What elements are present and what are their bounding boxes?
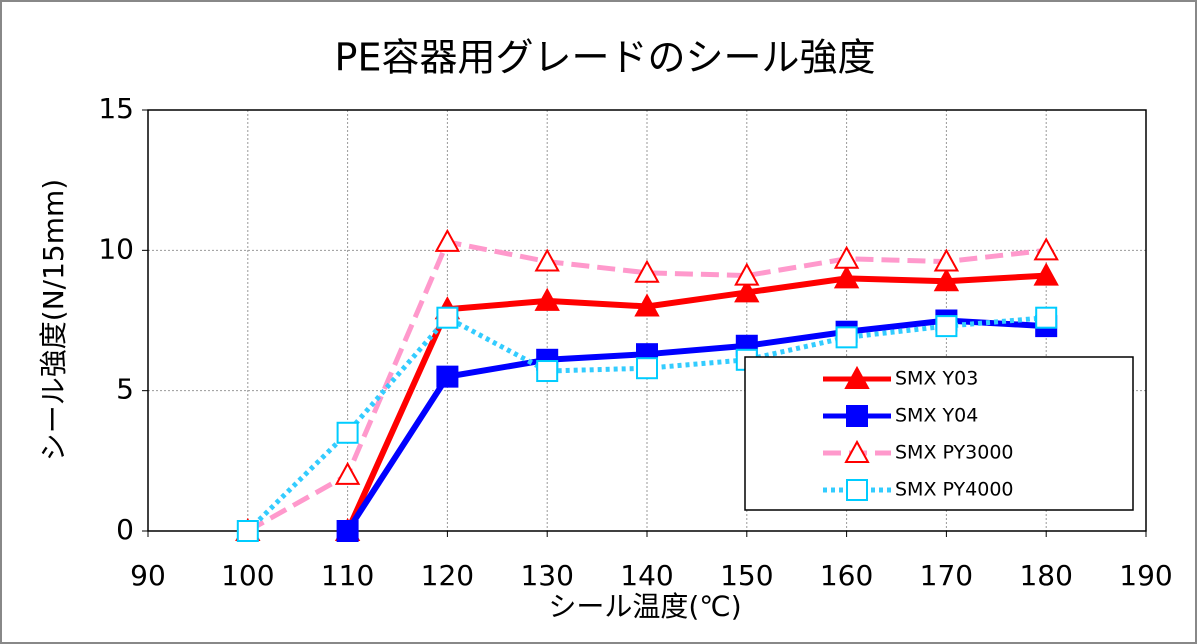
plot-frame (147, 109, 1147, 532)
data-point (935, 315, 958, 338)
series-line (344, 272, 1047, 533)
data-point (336, 421, 359, 444)
data-point (833, 245, 860, 269)
data-point (835, 326, 858, 349)
x-tick-label: 190 (1119, 559, 1172, 592)
legend-label: SMX PY4000 (895, 479, 1014, 501)
data-point (534, 248, 560, 272)
data-point (734, 262, 760, 286)
y-tick-label: 0 (116, 513, 134, 546)
series-line (345, 317, 1047, 533)
data-point (833, 265, 860, 289)
x-tick-label: 160 (820, 559, 873, 592)
series-line (246, 239, 1047, 534)
x-axis-label: シール温度(℃) (548, 590, 741, 623)
data-point (1033, 262, 1059, 286)
data-point (436, 365, 459, 388)
x-tick-label: 110 (321, 559, 374, 592)
x-tick-label: 170 (920, 559, 973, 592)
x-tick-label: 130 (520, 559, 573, 592)
chart-title: PE容器用グレードのシール強度 (335, 36, 876, 80)
data-point (534, 287, 560, 311)
y-tick-label: 15 (98, 92, 134, 125)
x-tick-label: 180 (1019, 559, 1072, 592)
x-tick-label: 140 (620, 559, 673, 592)
data-point (434, 228, 461, 252)
x-tick-label: 90 (130, 559, 166, 592)
data-point (734, 279, 760, 303)
legend: SMX Y03 SMX Y04 SMX PY3000 SMX PY4000 (744, 356, 1134, 511)
y-tick-label: 5 (116, 373, 134, 406)
x-tick-label: 100 (221, 559, 274, 592)
x-tick-label: 150 (720, 559, 773, 592)
y-tick-label: 10 (98, 232, 134, 265)
data-point (636, 357, 658, 380)
legend-marker (844, 365, 870, 389)
legend-marker (846, 405, 868, 427)
legend-label: SMX Y03 (895, 368, 978, 390)
data-point (334, 461, 361, 485)
data-point (1033, 237, 1059, 261)
data-point (536, 360, 559, 383)
legend-marker (846, 479, 868, 501)
data-point (436, 306, 459, 329)
legend-marker (844, 439, 870, 463)
data-point (336, 520, 359, 542)
data-point (933, 268, 960, 292)
legend-label: SMX PY3000 (895, 442, 1014, 464)
x-tick-label: 120 (421, 559, 474, 592)
legend-box (744, 356, 1134, 511)
legend-label: SMX Y04 (895, 405, 978, 427)
data-point (1035, 306, 1058, 329)
data-point (634, 259, 660, 283)
y-axis-label: シール強度(N/15mm) (37, 179, 70, 461)
data-point (933, 248, 960, 272)
data-point (634, 293, 660, 317)
data-point (236, 520, 259, 542)
